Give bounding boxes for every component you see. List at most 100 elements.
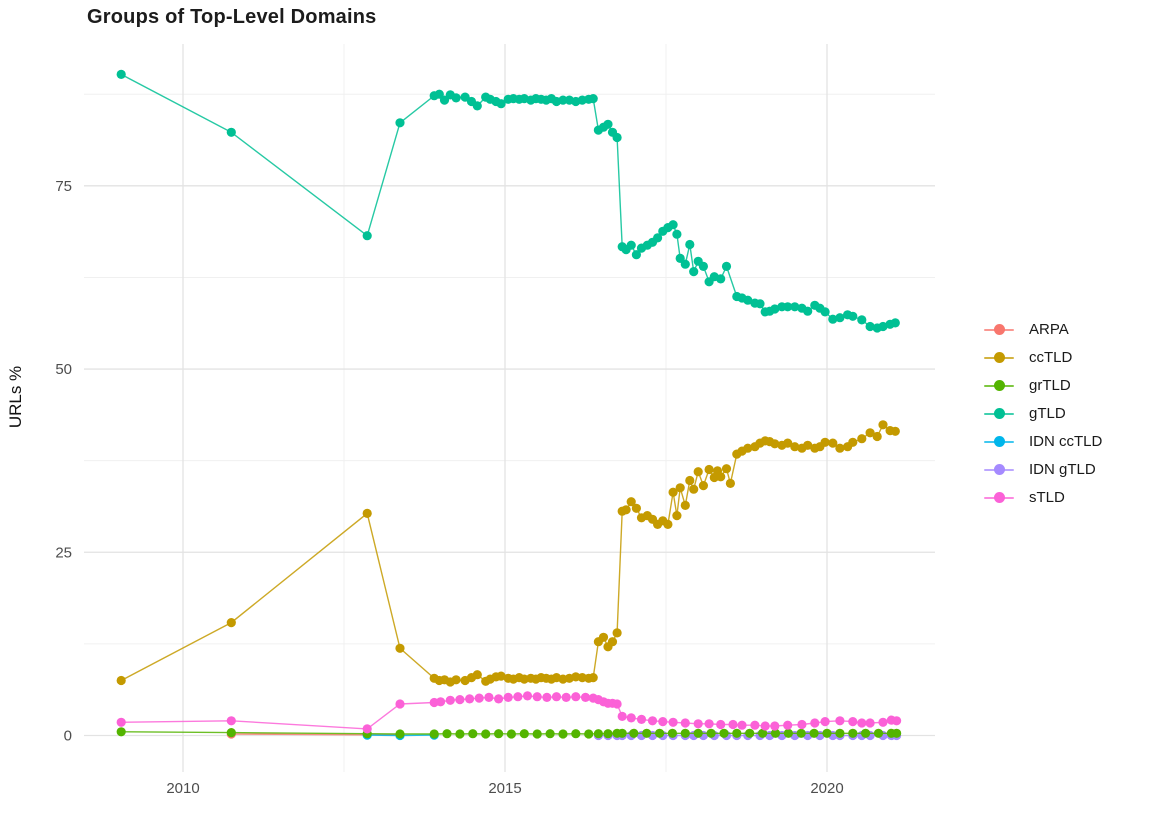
data-point <box>472 101 482 111</box>
data-point <box>770 721 780 731</box>
legend-label: sTLD <box>1029 489 1065 506</box>
data-point <box>603 119 613 129</box>
data-point <box>455 695 465 705</box>
y-axis-title: URLs % <box>6 365 25 429</box>
data-point <box>857 315 867 325</box>
data-point <box>716 274 726 284</box>
data-point <box>725 478 736 488</box>
data-point <box>685 475 695 486</box>
x-tick-label: 2020 <box>810 780 843 797</box>
legend-label: gTLD <box>1029 405 1066 422</box>
legend-key-icon <box>984 348 1014 367</box>
data-point <box>607 637 618 647</box>
x-tick-label: 2015 <box>488 780 521 797</box>
data-point <box>655 728 665 738</box>
data-point <box>668 717 678 727</box>
data-point <box>783 438 793 448</box>
data-point <box>892 716 902 726</box>
data-point <box>617 711 627 722</box>
legend-key-icon <box>984 376 1014 395</box>
data-point <box>685 239 695 250</box>
data-point <box>626 497 636 507</box>
data-point <box>226 618 236 628</box>
data-point <box>783 720 793 730</box>
data-point <box>621 505 631 515</box>
legend: ARPA ccTLD grTLD gTLD IDN ccTLD IDN gTLD sTLD <box>984 320 1102 507</box>
data-point <box>828 314 838 324</box>
data-point <box>848 717 858 727</box>
data-point <box>721 464 732 474</box>
legend-key-icon <box>984 488 1014 507</box>
data-point <box>755 299 765 309</box>
legend-label: IDN ccTLD <box>1029 433 1103 450</box>
legend-key-icon <box>984 432 1014 451</box>
data-point <box>455 729 465 739</box>
data-point <box>116 675 126 686</box>
data-point <box>680 259 690 269</box>
data-point <box>848 437 858 447</box>
data-point <box>693 719 703 729</box>
data-point <box>532 692 542 702</box>
data-point <box>668 220 678 230</box>
data-point <box>728 719 738 730</box>
data-point <box>612 699 622 709</box>
data-point <box>226 728 236 738</box>
data-point <box>865 428 875 438</box>
data-point <box>783 302 793 312</box>
data-point <box>451 93 461 103</box>
data-point <box>865 718 875 728</box>
data-point <box>663 519 673 530</box>
data-point <box>675 483 685 493</box>
data-point <box>460 92 470 102</box>
data-point <box>790 442 800 452</box>
data-point <box>598 632 609 642</box>
data-point <box>668 487 678 497</box>
data-point <box>820 437 830 447</box>
data-point <box>395 118 405 128</box>
y-tick-label: 0 <box>64 728 72 745</box>
data-point <box>429 729 439 739</box>
data-point <box>362 724 372 734</box>
series-gTLD <box>116 69 900 333</box>
legend-dot-icon <box>993 324 1005 335</box>
series-line <box>120 73 896 329</box>
data-point <box>672 229 682 239</box>
data-point <box>689 267 699 277</box>
data-point <box>513 692 523 702</box>
data-point <box>522 691 533 701</box>
data-point <box>892 728 902 738</box>
data-point <box>672 510 682 521</box>
data-point <box>593 729 604 739</box>
data-point <box>226 127 236 137</box>
series-ccTLD <box>116 420 900 687</box>
data-point <box>472 670 482 680</box>
data-point <box>857 718 867 728</box>
y-tick-label: 25 <box>55 544 72 561</box>
data-point <box>519 729 529 739</box>
legend-label: grTLD <box>1029 377 1071 394</box>
data-point <box>680 500 690 510</box>
data-point <box>481 729 491 739</box>
legend-dot-icon <box>993 492 1005 503</box>
data-point <box>698 481 709 491</box>
data-point <box>835 313 845 323</box>
data-point <box>783 728 794 738</box>
data-point <box>835 443 845 453</box>
data-point <box>445 695 455 705</box>
data-point <box>770 304 780 314</box>
data-point <box>704 464 714 475</box>
data-point <box>721 261 732 271</box>
data-point <box>835 728 845 738</box>
series-grTLD <box>116 727 902 739</box>
x-tick-label: 2010 <box>166 780 199 797</box>
data-point <box>873 728 884 738</box>
data-point <box>750 720 760 730</box>
data-point <box>617 728 627 738</box>
data-point <box>857 434 867 444</box>
data-point <box>835 716 845 726</box>
data-point <box>716 472 726 482</box>
legend-label: ccTLD <box>1029 349 1073 366</box>
data-point <box>770 728 781 738</box>
